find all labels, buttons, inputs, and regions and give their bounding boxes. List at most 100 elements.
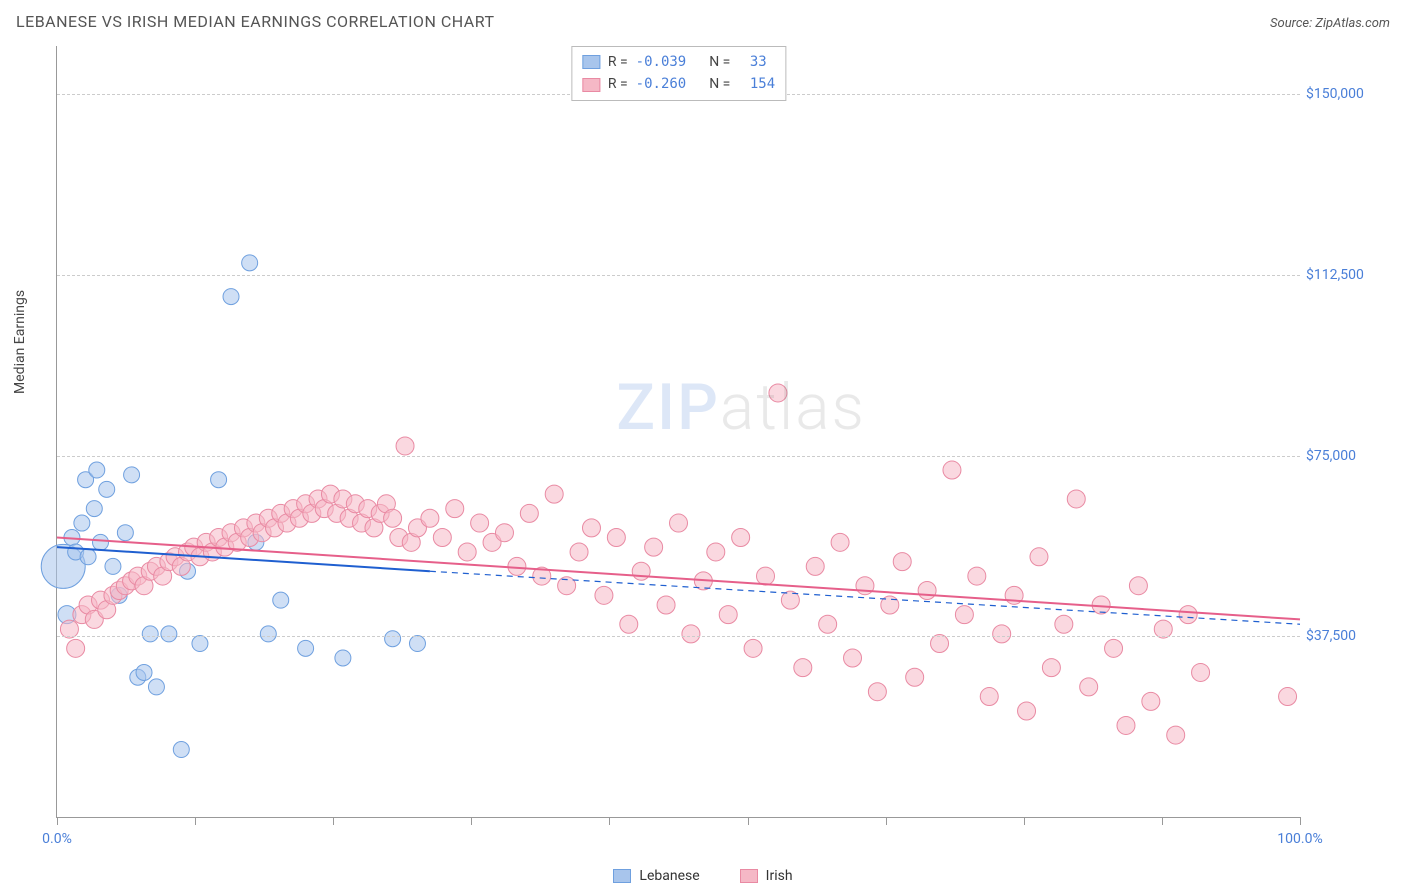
x-tick bbox=[333, 817, 334, 825]
x-tick-label: 0.0% bbox=[42, 831, 72, 847]
plot-region: ZIPatlas R =-0.039 N = 33R =-0.260 N = 1… bbox=[56, 46, 1300, 818]
stat-r-label: R = bbox=[608, 51, 628, 73]
scatter-point bbox=[1142, 692, 1160, 710]
y-axis-label: Median Earnings bbox=[12, 290, 28, 394]
scatter-point bbox=[1030, 548, 1048, 566]
legend-item: Irish bbox=[740, 868, 793, 884]
x-tick bbox=[609, 817, 610, 825]
legend-label: Irish bbox=[766, 868, 793, 884]
stat-n-value: 154 bbox=[750, 73, 775, 95]
scatter-point bbox=[93, 534, 109, 550]
scatter-point bbox=[458, 543, 476, 561]
scatter-point bbox=[545, 485, 563, 503]
x-tick bbox=[471, 817, 472, 825]
scatter-point bbox=[1080, 678, 1098, 696]
chart-title: LEBANESE VS IRISH MEDIAN EARNINGS CORREL… bbox=[16, 12, 495, 31]
scatter-point bbox=[335, 650, 351, 666]
scatter-point bbox=[757, 567, 775, 585]
scatter-point bbox=[794, 659, 812, 677]
scatter-point bbox=[161, 626, 177, 642]
scatter-point bbox=[409, 636, 425, 652]
scatter-point bbox=[136, 664, 152, 680]
scatter-point bbox=[80, 549, 96, 565]
scatter-point bbox=[657, 596, 675, 614]
scatter-point bbox=[385, 631, 401, 647]
scatter-point bbox=[744, 639, 762, 657]
scatter-point bbox=[89, 462, 105, 478]
scatter-point bbox=[607, 529, 625, 547]
stat-r-label: R = bbox=[608, 73, 628, 95]
scatter-point bbox=[223, 289, 239, 305]
scatter-point bbox=[471, 514, 489, 532]
gridline-h bbox=[57, 456, 1300, 457]
scatter-point bbox=[124, 467, 140, 483]
scatter-point bbox=[99, 481, 115, 497]
y-tick-label: $150,000 bbox=[1306, 86, 1386, 102]
scatter-point bbox=[396, 437, 414, 455]
scatter-point bbox=[1105, 639, 1123, 657]
scatter-point bbox=[968, 567, 986, 585]
y-tick-label: $112,500 bbox=[1306, 267, 1386, 283]
scatter-point bbox=[74, 515, 90, 531]
legend-label: Lebanese bbox=[639, 868, 699, 884]
scatter-point bbox=[955, 606, 973, 624]
scatter-point bbox=[1067, 490, 1085, 508]
scatter-point bbox=[570, 543, 588, 561]
trend-line bbox=[57, 538, 1300, 620]
scatter-point bbox=[645, 538, 663, 556]
x-tick bbox=[1024, 817, 1025, 825]
stats-row: R = -0.260 N = 154 bbox=[582, 73, 775, 95]
scatter-point bbox=[142, 626, 158, 642]
scatter-point bbox=[298, 640, 314, 656]
scatter-point bbox=[620, 615, 638, 633]
y-tick-label: $75,000 bbox=[1306, 448, 1386, 464]
scatter-point bbox=[520, 504, 538, 522]
scatter-point bbox=[86, 501, 102, 517]
x-tick bbox=[886, 817, 887, 825]
scatter-point bbox=[1018, 702, 1036, 720]
scatter-point bbox=[495, 524, 513, 542]
scatter-point bbox=[173, 742, 189, 758]
scatter-point bbox=[918, 582, 936, 600]
scatter-point bbox=[446, 500, 464, 518]
stat-n-value: 33 bbox=[750, 51, 767, 73]
scatter-point bbox=[943, 461, 961, 479]
scatter-point bbox=[1167, 726, 1185, 744]
scatter-point bbox=[148, 679, 164, 695]
scatter-point bbox=[806, 557, 824, 575]
scatter-point bbox=[632, 562, 650, 580]
scatter-point bbox=[433, 529, 451, 547]
scatter-point bbox=[819, 615, 837, 633]
scatter-point bbox=[595, 586, 613, 604]
x-tick bbox=[1300, 817, 1301, 825]
stats-row: R =-0.039 N = 33 bbox=[582, 51, 775, 73]
scatter-point bbox=[260, 626, 276, 642]
scatter-point bbox=[192, 636, 208, 652]
scatter-point bbox=[906, 668, 924, 686]
scatter-point bbox=[1055, 615, 1073, 633]
scatter-point bbox=[421, 509, 439, 527]
stat-r-value: -0.260 bbox=[636, 73, 687, 95]
source-attribution: Source: ZipAtlas.com bbox=[1270, 16, 1390, 31]
legend-swatch bbox=[582, 55, 600, 69]
scatter-point bbox=[769, 384, 787, 402]
y-tick-label: $37,500 bbox=[1306, 628, 1386, 644]
chart-area: Median Earnings ZIPatlas R =-0.039 N = 3… bbox=[42, 46, 1390, 846]
legend-swatch bbox=[582, 78, 600, 92]
scatter-point bbox=[1192, 663, 1210, 681]
scatter-point bbox=[1179, 606, 1197, 624]
scatter-point bbox=[105, 558, 121, 574]
stat-n-label: N = bbox=[709, 73, 730, 95]
legend-swatch bbox=[740, 869, 758, 883]
gridline-h bbox=[57, 275, 1300, 276]
scatter-point bbox=[719, 606, 737, 624]
scatter-point bbox=[117, 525, 133, 541]
scatter-point bbox=[993, 625, 1011, 643]
scatter-point bbox=[844, 649, 862, 667]
scatter-point bbox=[582, 519, 600, 537]
scatter-point bbox=[670, 514, 688, 532]
scatter-point bbox=[1279, 688, 1297, 706]
x-tick bbox=[1162, 817, 1163, 825]
x-tick bbox=[748, 817, 749, 825]
x-tick-label: 100.0% bbox=[1277, 831, 1322, 847]
